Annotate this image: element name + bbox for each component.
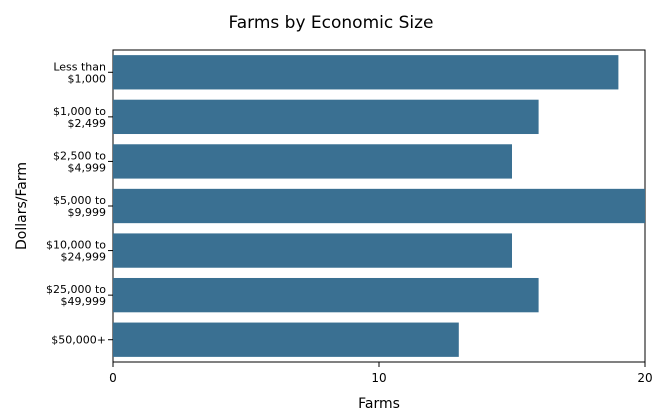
bar: [113, 277, 539, 313]
x-tick-label: 0: [109, 371, 117, 385]
bar: [113, 322, 459, 357]
bar: [113, 144, 512, 179]
y-axis-title: Dollars/Farm: [14, 162, 30, 250]
y-tick-label: $10,000 to $24,999: [46, 239, 106, 264]
y-tick-label: $2,500 to $4,999: [53, 149, 106, 174]
y-tick-label: $25,000 to $49,999: [46, 283, 106, 308]
x-tick-label: 20: [637, 371, 652, 385]
x-tick-label: 10: [371, 371, 386, 385]
y-tick-label: $50,000+: [51, 334, 106, 347]
bar: [113, 188, 645, 224]
bars-group: [113, 55, 645, 357]
x-axis-title: Farms: [358, 396, 400, 411]
y-axis-ticks: Less than $1,000 $1,000 to $2,499 $2,500 to $…: [46, 60, 113, 347]
chart-title: Farms by Economic Size: [229, 13, 434, 33]
x-axis-ticks: 0 10 20: [109, 362, 653, 385]
y-tick-label: $1,000 to $2,499: [53, 105, 106, 130]
bar: [113, 55, 619, 90]
bar: [113, 233, 512, 268]
y-tick-label: Less than $1,000: [53, 60, 106, 85]
bar: [113, 99, 539, 135]
y-tick-label: $5,000 to $9,999: [53, 194, 106, 219]
